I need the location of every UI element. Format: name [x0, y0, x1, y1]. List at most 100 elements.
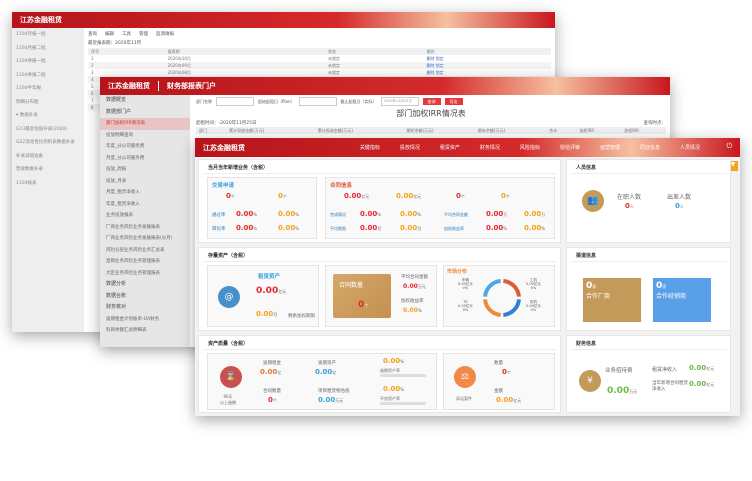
nav-tab[interactable]: 运营管理 — [599, 145, 620, 151]
actual-date-input[interactable]: 2020年11月25日 — [380, 97, 419, 106]
table-cell[interactable]: 删除 锁定 — [423, 62, 551, 69]
column-header: 加权IRR — [621, 127, 666, 134]
column-header: 累计投放金额(万元) — [226, 127, 315, 134]
sidebar-item[interactable]: 厂商业务风险业务发展报表(分月) — [106, 236, 173, 241]
sidebar-item[interactable]: 数据台账 — [106, 292, 127, 299]
query-button[interactable]: 查询 — [422, 98, 441, 105]
table-row: 7 — [88, 97, 551, 104]
table-cell: 2020年10月 — [167, 56, 191, 61]
column-header: 加权IRR — [576, 127, 622, 134]
sidebar-item[interactable]: 直销业务风险业务管理报表 — [106, 259, 160, 264]
sidebar-item[interactable]: 业务投放报表 — [106, 213, 133, 218]
power-icon[interactable]: ⏻ — [726, 142, 732, 150]
sidebar-item[interactable]: 科目余额汇总明细表 — [106, 328, 147, 333]
nav-tab[interactable]: 关键指标 — [359, 145, 380, 151]
nav-tab[interactable]: 投放情况 — [399, 145, 420, 151]
header-bar: 江苏金融租赁 — [12, 12, 555, 28]
overdue-card: ⌛ 90天 以上逾期 逾期租金 0.00亿 逾期资产 0.00亿 合同数量 0个… — [207, 353, 437, 410]
sidebar-item[interactable]: 1104报表 — [16, 180, 37, 186]
period-label: 最近报表期：2020年11月 — [88, 41, 142, 46]
toolbar-button[interactable]: 工具 — [122, 32, 131, 37]
nav-tab[interactable]: 租赁资产 — [439, 145, 460, 151]
column-header: 期初余额(万元) — [403, 127, 475, 134]
sidebar-item[interactable]: 年度_租赁净收入 — [106, 201, 140, 207]
table-cell[interactable]: 删除 锁定 — [426, 56, 444, 61]
column-header: 报表期 — [164, 48, 325, 55]
sidebar-item[interactable]: 营收数据补录 — [16, 167, 43, 172]
sidebar-item[interactable]: 数据概览 — [106, 97, 127, 103]
sidebar-item[interactable]: 1104半年报 — [16, 86, 41, 91]
column-header: 操作 — [423, 48, 551, 55]
sidebar-item[interactable]: 投放明细查询 — [106, 132, 133, 138]
sidebar-item[interactable]: 月度_分公司服务费 — [106, 155, 145, 161]
export-button[interactable]: 导出 — [444, 98, 463, 105]
table-cell: 2 — [88, 62, 165, 69]
money-icon: ¥ — [579, 370, 601, 392]
metric-unit: 万 — [503, 212, 508, 217]
sidebar-item[interactable]: 厂商业务风险业务发展报表 — [106, 224, 160, 230]
panel-title: 人员信息 — [571, 160, 726, 174]
sidebar-item[interactable]: 大区业务风险业务管理报表 — [106, 270, 160, 276]
donut-slice — [503, 279, 521, 297]
panel-title: 当月当年新增业务（含税） — [203, 160, 556, 174]
sidebar-item[interactable]: G13最新估值补录(2020) — [16, 126, 68, 132]
dept-input[interactable] — [216, 97, 254, 106]
nav-tab[interactable]: 授信评审 — [559, 145, 580, 151]
query-time: 查询时点： — [643, 121, 667, 126]
plan-date-input[interactable] — [298, 97, 337, 106]
toolbar-button[interactable]: 监测填报 — [156, 32, 174, 37]
toolbar-button[interactable]: 管理 — [139, 32, 148, 37]
toolbar: 查询 编辑 工具 管理 监测填报 — [88, 30, 551, 40]
sidebar-item[interactable]: 风险分层业务风险业务汇总表 — [106, 247, 165, 253]
donut-slice — [483, 299, 501, 317]
sidebar-item[interactable]: 财务核对 — [106, 304, 127, 310]
metric-label: 完成情况 — [330, 212, 346, 217]
filter-icon[interactable]: ▼ — [728, 161, 738, 171]
new-business-panel: 当月当年新增业务（含税） 交易申请 0个 0个 通过率 0.00% 0.00% … — [198, 159, 561, 243]
toolbar-button[interactable]: 编辑 — [105, 32, 114, 37]
sidebar-item[interactable]: ▾ 数据补录 — [16, 113, 38, 118]
market-label: TS 0.00亿元 0% — [458, 300, 473, 312]
nav-tab[interactable]: 风险指标 — [519, 145, 540, 151]
sidebar-item[interactable]: 数据分析 — [106, 281, 127, 287]
metric-unit: % — [503, 226, 508, 231]
sidebar-item[interactable]: 明细分布图 — [16, 99, 39, 105]
table-cell[interactable]: 删除 锁定 — [426, 70, 444, 75]
sidebar-item[interactable]: 月度_租赁净收入 — [106, 190, 140, 195]
panel-title: 资产质量（含税） — [203, 336, 556, 350]
nav-tab[interactable]: 人员情况 — [679, 145, 700, 151]
sidebar-item[interactable]: 数据部门户 — [106, 108, 132, 115]
sidebar-item[interactable]: 部门加权IRR情况表 — [100, 118, 190, 130]
staff-panel: 人员信息 👥 在职人数 0人 出差人数 0人 — [566, 159, 731, 243]
nav-tab[interactable]: 同业信息 — [639, 145, 660, 151]
trade-title: 交易申请 — [212, 183, 235, 189]
sidebar-item[interactable]: 逾期租金计划账单-OA财务 — [106, 316, 160, 322]
people-icon: 👥 — [582, 190, 604, 212]
sidebar-item[interactable]: 投放_月表 — [106, 178, 127, 184]
vendor-card[interactable]: 0家 合作厂商 — [583, 278, 641, 322]
column-header: 部门 — [196, 127, 227, 134]
trade-card: 交易申请 0个 0个 通过率 0.00% 0.00% 转化率 0.00% 0.0… — [207, 177, 317, 239]
toolbar-button[interactable]: 查询 — [88, 32, 97, 37]
table-row: 5 — [88, 83, 551, 90]
metric-label: 平均合同金额 — [444, 212, 468, 217]
sidebar-item[interactable]: 年度_分公司服务费 — [106, 144, 145, 149]
panel-title: 财务信息 — [571, 336, 726, 350]
asset-icon: @ — [218, 286, 240, 308]
sidebar-item[interactable]: 1104月报一批 — [16, 32, 46, 37]
column-header: 期末余额(万元) — [474, 127, 547, 134]
logo: 江苏金融租赁 — [203, 142, 245, 152]
sidebar-item[interactable]: 1104月报二批 — [16, 45, 46, 51]
dashboard-window: 江苏金融租赁 关键指标 投放情况 租赁资产 财务情况 风险指标 授信评审 运营管理 同业信息人… — [195, 138, 740, 416]
metric-value: 0.00 — [400, 210, 418, 218]
sidebar-item[interactable]: 1104季报二批 — [16, 72, 46, 78]
conversion-rate-label: 转化率 — [212, 227, 226, 232]
table-cell: 7 — [91, 98, 94, 103]
sidebar-item[interactable]: 1104季报一批 — [16, 59, 46, 64]
sidebar-item[interactable]: G22流动性比例附表数据补录 — [16, 140, 75, 145]
table-row: 3 2020年08月 未锁定 删除 锁定 — [88, 69, 551, 76]
sidebar-item[interactable]: 补录减值准备 — [16, 153, 43, 159]
dealer-card[interactable]: 0家 合作经销商 — [653, 278, 711, 322]
sidebar-item[interactable]: 投放_周报 — [106, 167, 127, 172]
nav-tab[interactable]: 财务情况 — [479, 145, 500, 151]
